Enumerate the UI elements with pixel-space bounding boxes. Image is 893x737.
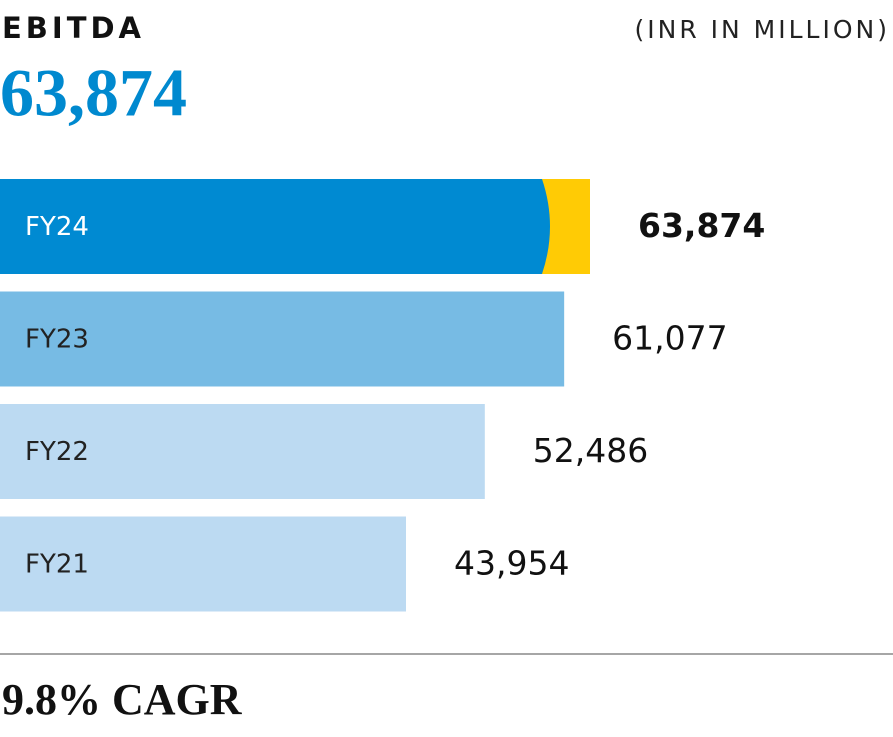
category-label: FY23 xyxy=(25,325,89,355)
category-label: FY21 xyxy=(25,550,89,580)
chart-title: EBITDA xyxy=(2,11,145,45)
category-label: FY24 xyxy=(25,212,89,242)
footer: 9.8% CAGR xyxy=(2,675,243,724)
value-label: 63,874 xyxy=(638,206,765,245)
bar-highlight xyxy=(0,179,550,274)
unit-label: (INR IN MILLION) xyxy=(635,15,890,44)
category-label: FY22 xyxy=(25,437,89,467)
bar xyxy=(0,516,407,612)
value-label: 52,486 xyxy=(533,431,648,470)
bar xyxy=(0,404,485,499)
headline: 63,874 xyxy=(0,55,187,131)
bar xyxy=(0,291,565,387)
value-label: 61,077 xyxy=(612,319,727,358)
value-label: 43,954 xyxy=(454,544,569,583)
